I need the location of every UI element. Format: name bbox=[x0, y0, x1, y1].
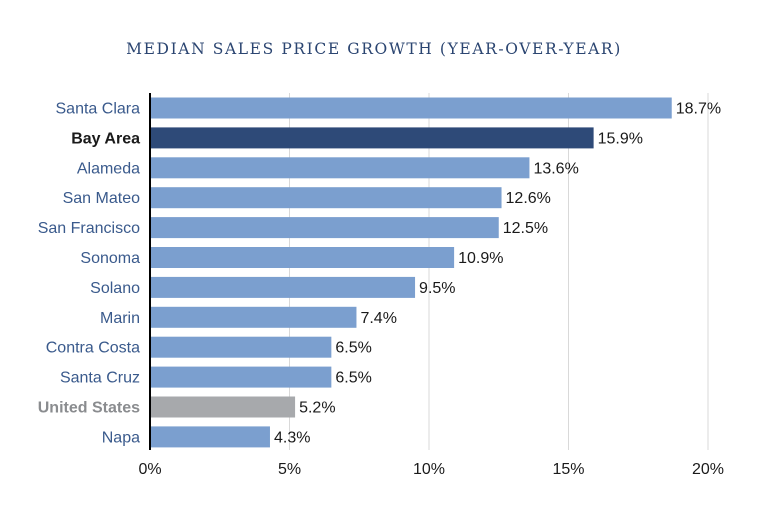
category-label: Santa Clara bbox=[56, 101, 141, 118]
category-label: Solano bbox=[90, 280, 140, 297]
category-label: San Francisco bbox=[38, 220, 140, 237]
category-labels: Santa Clara Bay Area Alameda San Mateo San F… bbox=[38, 101, 140, 447]
bar bbox=[150, 157, 530, 179]
value-label: 13.6% bbox=[533, 160, 578, 177]
chart-title: MEDIAN SALES PRICE GROWTH (YEAR-OVER-YEA… bbox=[126, 40, 622, 58]
x-tick-label: 15% bbox=[552, 461, 584, 478]
category-label: Marin bbox=[100, 310, 140, 327]
category-label: United States bbox=[38, 400, 140, 417]
bar bbox=[150, 97, 672, 119]
value-label: 18.7% bbox=[676, 101, 721, 118]
value-label: 10.9% bbox=[458, 250, 503, 267]
value-label: 15.9% bbox=[598, 130, 643, 147]
category-label: Sonoma bbox=[80, 250, 140, 267]
bars bbox=[150, 97, 672, 448]
bar bbox=[150, 336, 332, 358]
category-label: San Mateo bbox=[63, 190, 140, 207]
grid-lines bbox=[289, 93, 709, 450]
bar bbox=[150, 306, 357, 328]
x-tick-label: 5% bbox=[278, 461, 301, 478]
bar bbox=[150, 276, 416, 298]
bar bbox=[150, 247, 455, 268]
value-label: 12.6% bbox=[506, 190, 551, 207]
category-label: Bay Area bbox=[71, 130, 140, 147]
bar bbox=[150, 187, 502, 209]
value-label: 5.2% bbox=[299, 400, 335, 417]
bar bbox=[150, 127, 594, 149]
category-label: Santa Cruz bbox=[60, 370, 140, 387]
x-tick-label: 10% bbox=[413, 461, 445, 478]
bar bbox=[150, 396, 296, 418]
category-label: Alameda bbox=[77, 160, 140, 177]
x-tick-label: 0% bbox=[138, 461, 161, 478]
value-label: 6.5% bbox=[335, 340, 371, 357]
bar bbox=[150, 426, 270, 448]
value-label: 4.3% bbox=[274, 429, 310, 446]
bar bbox=[150, 217, 499, 239]
value-label: 6.5% bbox=[335, 370, 371, 387]
category-label: Contra Costa bbox=[46, 340, 140, 357]
value-labels: 18.7% 15.9% 13.6% 12.6% 12.5%10.9%9.5% 7.4% 6.… bbox=[274, 101, 721, 447]
x-tick-labels: 0% 5% 10% 15% 20% bbox=[138, 461, 724, 478]
x-tick-label: 20% bbox=[692, 461, 724, 478]
value-label: 7.4% bbox=[360, 310, 396, 327]
category-label: Napa bbox=[102, 429, 140, 446]
bar bbox=[150, 366, 332, 388]
value-label: 12.5% bbox=[503, 220, 548, 237]
value-label: 9.5% bbox=[419, 280, 455, 297]
